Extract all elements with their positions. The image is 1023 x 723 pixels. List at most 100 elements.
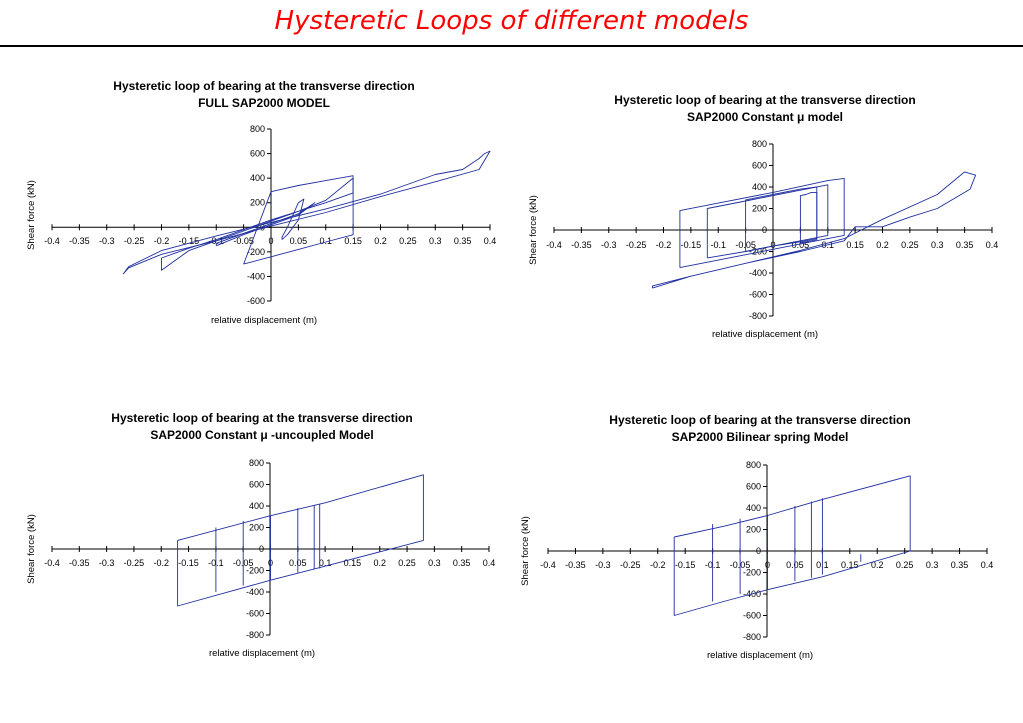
x-tick-label: -0.35 [69, 236, 90, 246]
x-tick-label: 0.2 [871, 560, 884, 570]
x-tick-label: 0.35 [956, 240, 974, 250]
x-tick-label: 0.3 [926, 560, 939, 570]
y-tick-label: -800 [743, 632, 761, 642]
hysteresis-curve-2 [679, 177, 845, 269]
x-tick-label: -0.4 [44, 558, 60, 568]
x-tick-label: 0.25 [901, 240, 919, 250]
x-axis-label: relative displacement (m) [211, 315, 317, 326]
y-tick-label: -200 [743, 568, 761, 578]
y-tick-label: 400 [250, 173, 265, 183]
chart-subtitle: SAP2000 Constant μ -uncoupled Model [150, 428, 373, 442]
hysteresis-curve-1 [177, 474, 424, 607]
hysteresis-curve-1 [122, 150, 491, 275]
x-tick-label: -0.25 [124, 558, 145, 568]
x-tick-label: -0.05 [233, 236, 254, 246]
y-tick-label: 600 [249, 480, 264, 490]
x-tick-label: 0.25 [399, 236, 417, 246]
chart-subtitle: FULL SAP2000 MODEL [198, 96, 330, 110]
y-tick-label: 600 [250, 149, 265, 159]
x-tick-label: 0.15 [344, 558, 362, 568]
chart-title: Hysteretic loop of bearing at the transv… [113, 79, 414, 93]
x-tick-label: -0.15 [178, 558, 199, 568]
x-tick-label: 0.2 [876, 240, 889, 250]
x-tick-label: 0.3 [428, 558, 441, 568]
y-tick-label: 600 [752, 161, 767, 171]
y-tick-label: -400 [247, 271, 265, 281]
y-tick-label: 0 [762, 225, 767, 235]
x-tick-label: 0.1 [319, 236, 332, 246]
y-tick-label: 400 [752, 182, 767, 192]
y-tick-label: 800 [752, 139, 767, 149]
y-tick-label: 200 [249, 523, 264, 533]
x-tick-label: -0.2 [650, 560, 666, 570]
x-tick-label: -0.35 [565, 560, 586, 570]
x-tick-label: -0.25 [124, 236, 145, 246]
x-tick-label: 0.25 [398, 558, 416, 568]
y-tick-label: -600 [246, 609, 264, 619]
y-tick-label: -400 [246, 587, 264, 597]
x-tick-label: -0.4 [546, 240, 562, 250]
y-tick-label: 800 [249, 458, 264, 468]
y-tick-label: 400 [746, 503, 761, 513]
y-tick-label: 800 [746, 460, 761, 470]
x-tick-label: 0.05 [290, 236, 308, 246]
hysteresis-curve-5 [799, 191, 818, 244]
y-tick-label: -800 [749, 311, 767, 321]
hysteresis-curve-3 [215, 202, 316, 247]
title-divider [0, 45, 1023, 47]
x-tick-label: -0.25 [620, 560, 641, 570]
y-tick-label: -600 [749, 290, 767, 300]
hysteresis-curve-1 [652, 171, 977, 289]
x-tick-label: -0.15 [681, 240, 702, 250]
x-tick-label: -0.25 [626, 240, 647, 250]
x-tick-label: -0.3 [99, 236, 115, 246]
chart-title: Hysteretic loop of bearing at the transv… [609, 413, 910, 427]
y-tick-label: 0 [260, 222, 265, 232]
x-tick-label: -0.2 [154, 236, 170, 246]
y-tick-label: -200 [247, 247, 265, 257]
y-axis-label: Shear force (kN) [26, 514, 37, 584]
x-tick-label: -0.2 [153, 558, 169, 568]
chart-title: Hysteretic loop of bearing at the transv… [111, 411, 412, 425]
y-tick-label: -600 [743, 611, 761, 621]
x-tick-label: -0.1 [710, 240, 726, 250]
y-tick-label: -200 [246, 566, 264, 576]
x-tick-label: 0.15 [841, 560, 859, 570]
x-tick-label: 0.3 [429, 236, 442, 246]
x-tick-label: 0.35 [951, 560, 969, 570]
y-tick-label: 200 [752, 204, 767, 214]
x-tick-label: 0.3 [931, 240, 944, 250]
x-tick-label: 0.4 [981, 560, 994, 570]
y-tick-label: -400 [749, 268, 767, 278]
y-tick-label: -800 [246, 630, 264, 640]
x-axis-label: relative displacement (m) [209, 648, 315, 659]
x-axis-label: relative displacement (m) [712, 329, 818, 340]
hysteresis-curve-4 [745, 186, 818, 252]
y-tick-label: 600 [746, 482, 761, 492]
x-tick-label: -0.3 [99, 558, 115, 568]
x-tick-label: -0.35 [69, 558, 90, 568]
x-tick-label: 0.4 [483, 558, 496, 568]
x-tick-label: 0.2 [373, 558, 386, 568]
chart-subtitle: SAP2000 Bilinear spring Model [672, 430, 849, 444]
y-tick-label: 200 [250, 198, 265, 208]
x-tick-label: -0.4 [540, 560, 556, 570]
y-tick-label: 400 [249, 501, 264, 511]
x-tick-label: 0.15 [846, 240, 864, 250]
x-tick-label: 0.35 [453, 558, 471, 568]
x-tick-label: -0.35 [571, 240, 592, 250]
y-tick-label: 0 [259, 544, 264, 554]
x-tick-label: 0.25 [896, 560, 914, 570]
y-tick-label: 800 [250, 124, 265, 134]
y-axis-label: Shear force (kN) [520, 516, 531, 586]
x-tick-label: -0.3 [595, 560, 611, 570]
page-title: Hysteretic Loops of different models [274, 6, 749, 36]
y-axis-label: Shear force (kN) [26, 180, 37, 250]
x-tick-label: -0.4 [44, 236, 60, 246]
x-tick-label: 0.35 [454, 236, 472, 246]
x-tick-label: 0.15 [344, 236, 362, 246]
hysteresis-curve-5 [243, 175, 354, 265]
y-tick-label: -200 [749, 247, 767, 257]
